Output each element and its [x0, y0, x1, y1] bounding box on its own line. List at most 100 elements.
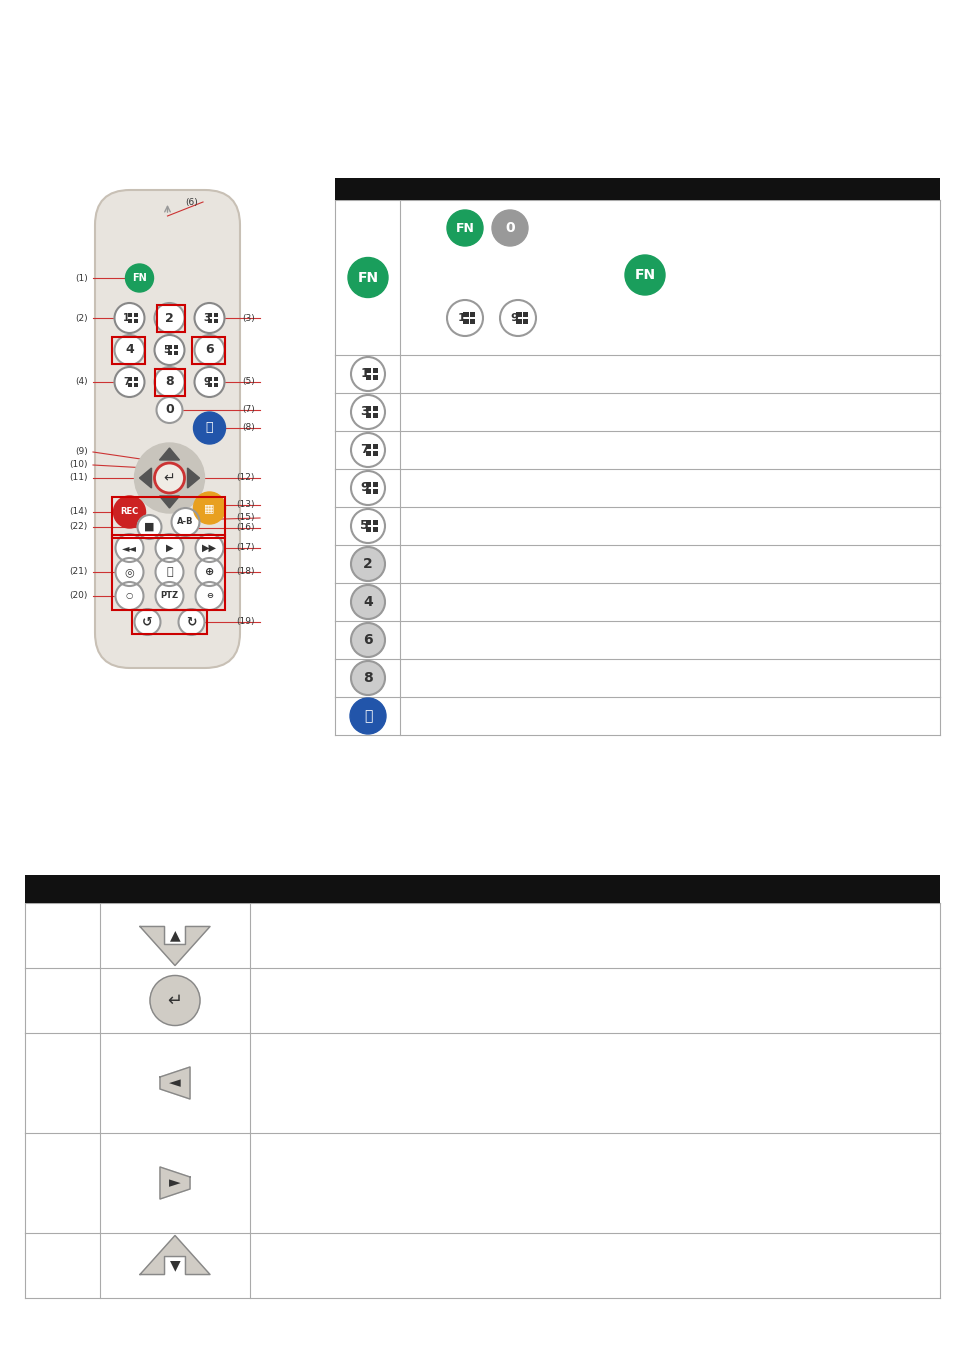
Bar — [470, 312, 475, 317]
Text: (11): (11) — [70, 474, 88, 482]
Text: (10): (10) — [70, 460, 88, 470]
Circle shape — [195, 582, 223, 610]
Text: (18): (18) — [236, 567, 254, 576]
Text: 6: 6 — [363, 633, 373, 647]
Circle shape — [156, 397, 182, 423]
Text: 2: 2 — [363, 558, 373, 571]
Bar — [335, 178, 939, 200]
Text: 1: 1 — [457, 313, 465, 323]
Polygon shape — [139, 468, 152, 487]
Circle shape — [492, 211, 527, 246]
Text: 3: 3 — [360, 405, 369, 418]
Text: (4): (4) — [75, 378, 88, 386]
Circle shape — [113, 495, 146, 528]
Circle shape — [351, 662, 385, 695]
Text: FN: FN — [357, 270, 378, 285]
Circle shape — [193, 491, 225, 524]
Bar — [133, 313, 138, 317]
Circle shape — [114, 367, 144, 397]
Text: FN: FN — [456, 221, 474, 235]
Text: (8): (8) — [242, 424, 254, 432]
Text: ■: ■ — [144, 522, 154, 532]
Bar — [112, 338, 146, 364]
Text: (21): (21) — [70, 567, 88, 576]
Text: 0: 0 — [505, 221, 515, 235]
Text: 0: 0 — [165, 404, 173, 417]
Text: 8: 8 — [363, 671, 373, 684]
Text: (13): (13) — [236, 501, 254, 509]
Text: ⏸: ⏸ — [166, 567, 172, 576]
Text: FN: FN — [634, 269, 655, 282]
Bar — [373, 444, 377, 450]
Text: ↵: ↵ — [164, 471, 175, 485]
Text: 1: 1 — [360, 367, 369, 381]
Bar — [366, 482, 371, 487]
Text: 3: 3 — [203, 313, 210, 323]
Text: 1: 1 — [123, 313, 130, 323]
Text: ▲: ▲ — [170, 929, 180, 942]
Circle shape — [195, 558, 223, 586]
Bar — [168, 351, 172, 355]
Bar — [470, 319, 475, 324]
Bar — [173, 346, 178, 350]
Bar — [522, 319, 528, 324]
Text: (2): (2) — [75, 313, 88, 323]
Polygon shape — [140, 1235, 210, 1274]
Bar — [366, 406, 371, 412]
Circle shape — [194, 335, 224, 365]
Text: (9): (9) — [75, 447, 88, 456]
Text: ▼: ▼ — [170, 1258, 180, 1273]
Text: PTZ: PTZ — [160, 591, 178, 601]
Circle shape — [351, 471, 385, 505]
Circle shape — [351, 622, 385, 657]
Text: ↵: ↵ — [168, 991, 182, 1010]
Bar — [155, 369, 185, 396]
Circle shape — [155, 535, 183, 562]
Circle shape — [348, 258, 388, 297]
Bar — [208, 383, 213, 387]
Text: (6): (6) — [185, 197, 198, 207]
Text: REC: REC — [120, 508, 138, 517]
Text: (12): (12) — [236, 474, 254, 482]
Bar — [112, 497, 225, 539]
Circle shape — [154, 335, 184, 365]
Bar — [366, 375, 371, 379]
Circle shape — [351, 585, 385, 620]
Circle shape — [134, 609, 160, 634]
Text: ▦: ▦ — [204, 504, 214, 513]
Circle shape — [155, 558, 183, 586]
Circle shape — [154, 367, 184, 397]
Bar — [366, 526, 371, 532]
Text: ↺: ↺ — [142, 616, 152, 629]
Bar — [213, 319, 218, 323]
Circle shape — [154, 463, 184, 493]
Text: 5: 5 — [163, 346, 170, 355]
Text: 6: 6 — [205, 343, 213, 356]
Polygon shape — [160, 1066, 190, 1099]
Text: 5: 5 — [360, 520, 369, 532]
Text: ⊖: ⊖ — [206, 591, 213, 601]
Bar — [168, 346, 172, 350]
Bar — [133, 377, 138, 382]
Circle shape — [137, 514, 161, 539]
Bar — [373, 482, 377, 487]
Bar — [366, 489, 371, 494]
Bar — [366, 369, 371, 374]
Circle shape — [154, 302, 184, 333]
Circle shape — [447, 211, 482, 246]
Circle shape — [193, 412, 225, 444]
Polygon shape — [159, 448, 179, 460]
Text: FN: FN — [132, 273, 147, 284]
Circle shape — [126, 265, 153, 292]
Text: 4: 4 — [363, 595, 373, 609]
Bar — [373, 375, 377, 379]
Circle shape — [351, 547, 385, 580]
Circle shape — [115, 558, 143, 586]
Bar — [193, 338, 225, 364]
Bar — [366, 451, 371, 456]
Polygon shape — [188, 468, 199, 487]
Text: 9: 9 — [510, 313, 517, 323]
Bar — [25, 875, 939, 903]
Bar — [366, 413, 371, 418]
Polygon shape — [140, 926, 210, 965]
